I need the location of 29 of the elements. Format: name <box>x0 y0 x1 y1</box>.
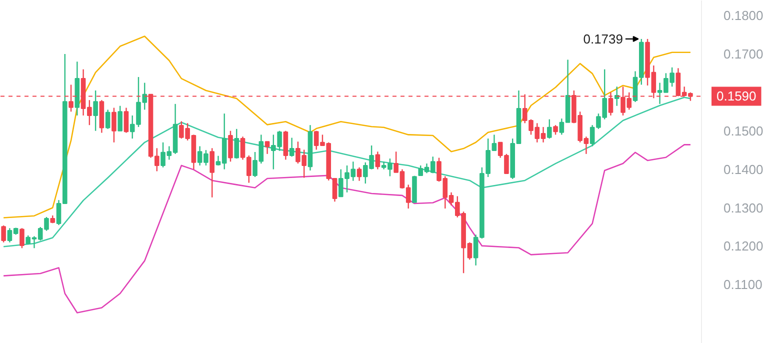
annotation: 0.1739 <box>583 31 623 46</box>
candlestick <box>210 148 214 198</box>
candlestick <box>112 107 116 143</box>
y-tick-label: 0.1700 <box>724 46 764 62</box>
y-tick-label: 0.1200 <box>724 238 764 254</box>
line-series <box>2 36 692 218</box>
y-tick-label: 0.1300 <box>724 200 764 216</box>
candlestick <box>553 124 558 136</box>
ref-line-label: 0.1590 <box>716 88 756 104</box>
candlestick <box>283 130 288 160</box>
candlestick <box>356 166 362 182</box>
y-tick-label: 0.1500 <box>724 123 764 138</box>
candlestick <box>124 107 129 134</box>
y-tick-label: 0.1800 <box>724 8 764 23</box>
candlestick <box>93 90 98 132</box>
candlestick <box>234 128 240 160</box>
candlestick <box>547 118 552 140</box>
y-tick-label: 0.1400 <box>724 162 764 177</box>
candlestick <box>289 137 294 158</box>
candlestick <box>228 130 233 162</box>
candlestick <box>375 151 380 170</box>
candlestick <box>105 109 110 130</box>
candlestick <box>1 224 6 243</box>
candlestick <box>118 105 122 132</box>
candlestick <box>264 141 270 155</box>
line-series <box>2 144 692 314</box>
line-series <box>2 96 692 248</box>
candlestick <box>20 228 24 249</box>
y-tick-label: 0.1100 <box>724 277 762 292</box>
